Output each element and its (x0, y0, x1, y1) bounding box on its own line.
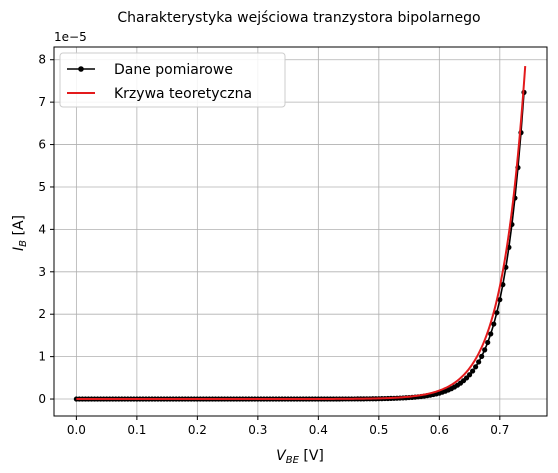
legend-box (59, 52, 286, 108)
y-tick-label: 0 (38, 392, 46, 406)
x-tick-label: 0.3 (248, 423, 267, 437)
series-line-measured (76, 92, 525, 400)
data-point-measured (482, 347, 488, 353)
y-axis-label-unit: [A] (11, 215, 27, 240)
y-tick-label: 5 (38, 180, 46, 194)
data-point-measured (473, 364, 479, 370)
data-point-measured (466, 372, 473, 378)
x-axis-label-subscript: BE (286, 455, 300, 466)
data-point-measured (470, 368, 476, 374)
legend: Dane pomiarowe Krzywa teoretyczna (59, 52, 286, 108)
y-tick-label: 8 (38, 53, 46, 67)
legend-label-theoretical: Krzywa teoretyczna (114, 86, 252, 102)
x-tick-label: 0.1 (127, 423, 146, 437)
x-tick-label: 0.4 (309, 423, 328, 437)
data-point-measured (488, 331, 494, 337)
y-axis-label: IB [A] (11, 215, 29, 251)
x-axis-label-unit: [V] (299, 448, 324, 464)
x-tick-label: 0.6 (430, 423, 449, 437)
grid (54, 47, 547, 416)
data-point-measured (497, 297, 503, 303)
x-tick-label: 0.5 (369, 423, 388, 437)
y-offset-text: 1e−5 (54, 30, 87, 44)
data-point-measured (485, 339, 491, 346)
data-point-measured (476, 359, 482, 365)
axes-frame (53, 46, 548, 417)
data-point-measured (494, 310, 500, 316)
chart-title: Charakterystyka wejściowa tranzystora bi… (117, 10, 480, 26)
y-axis-label-subscript: B (18, 240, 29, 247)
data-point-measured (479, 353, 485, 359)
x-axis-label-main: V (276, 448, 287, 464)
data-point-measured (500, 282, 506, 288)
series-line-theoretical (76, 66, 527, 401)
legend-label-measured: Dane pomiarowe (114, 62, 233, 78)
x-tick-label: 0.0 (67, 423, 86, 437)
y-tick-label: 4 (38, 222, 46, 236)
y-tick-label: 3 (38, 265, 46, 279)
y-tick-label: 7 (38, 95, 46, 109)
y-axis-label-main: I (11, 247, 27, 251)
x-tick-label: 0.7 (490, 423, 509, 437)
ticks: 0.0 0.1 0.2 0.3 0.4 0.5 0.6 0.7 0 1 2 3 4 5 6 7 8 (38, 53, 509, 437)
plot-area (73, 66, 527, 402)
x-axis-label: VBE [V] (276, 448, 324, 466)
x-tick-label: 0.2 (188, 423, 207, 437)
y-tick-label: 1 (38, 350, 46, 364)
y-tick-label: 2 (38, 307, 46, 321)
y-tick-label: 6 (38, 138, 46, 152)
legend-marker-measured (78, 66, 84, 72)
data-point-measured (491, 321, 497, 327)
